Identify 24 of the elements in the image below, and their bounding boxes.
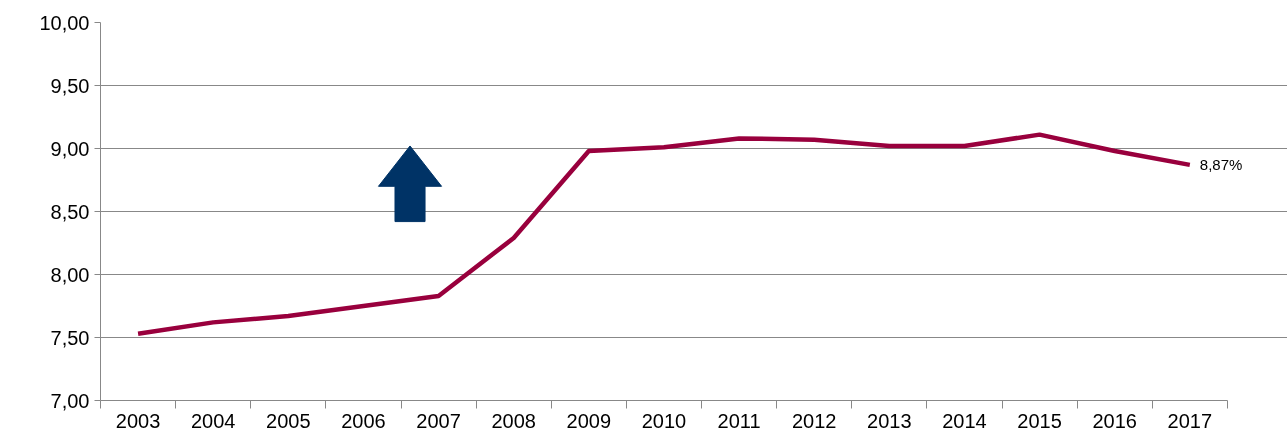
x-tick-label: 2012: [791, 409, 837, 432]
x-tick-label: 2017: [1167, 409, 1213, 432]
x-tick-label: 2003: [115, 409, 161, 432]
x-tick-label: 2010: [641, 409, 687, 432]
x-tick-label: 2013: [867, 409, 912, 432]
x-tick-label: 2007: [416, 409, 461, 432]
line-series: [135, 132, 1193, 336]
x-tick-label: 2009: [566, 409, 612, 432]
annotation: 8,87%: [1199, 156, 1243, 174]
y-tick-label: 8,50: [50, 200, 90, 223]
y-tick-label: 9,00: [50, 137, 90, 160]
x-tick-label: 2015: [1017, 409, 1062, 432]
y-tick-label: 9,50: [50, 74, 90, 97]
x-tick-label: 2011: [717, 409, 761, 432]
y-tick-label: 7,00: [50, 389, 90, 412]
x-tick-label: 2005: [266, 409, 311, 432]
x-tick-label: 2016: [1092, 409, 1137, 432]
x-tick-label: 2014: [942, 409, 987, 432]
y-tick-label: 7,50: [50, 326, 90, 349]
x-tick-label: 2004: [190, 409, 236, 432]
y-tick-label: 8,00: [50, 263, 90, 286]
y-tick-label: 10,00: [39, 11, 90, 34]
x-tick-label: 2006: [341, 409, 386, 432]
x-tick-label: 2008: [491, 409, 536, 432]
